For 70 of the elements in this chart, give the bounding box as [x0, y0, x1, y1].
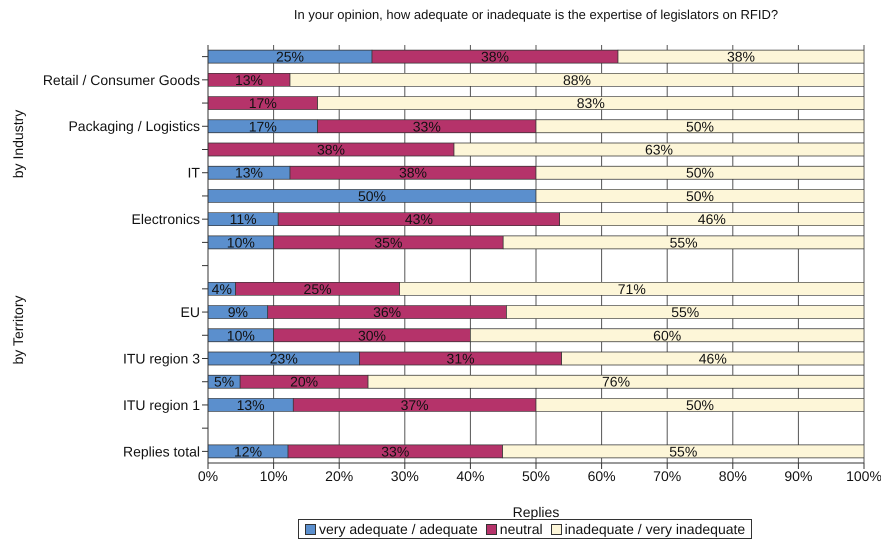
data-label: 20%	[290, 374, 318, 390]
data-label: 35%	[374, 234, 402, 250]
data-label: 88%	[562, 72, 592, 88]
data-label: 33%	[381, 443, 410, 460]
data-label: 38%	[316, 142, 346, 158]
legend-label: inadequate / very inadequate	[564, 521, 746, 537]
data-label: 38%	[398, 164, 428, 181]
data-label: 25%	[304, 280, 332, 297]
data-label: 50%	[686, 396, 714, 413]
data-label: 30%	[358, 327, 386, 344]
data-label: 25%	[276, 48, 304, 65]
data-label: 5%	[214, 374, 234, 390]
data-label: 63%	[644, 142, 674, 158]
legend-label: very adequate / adequate	[319, 521, 478, 537]
data-label: 43%	[404, 211, 433, 228]
data-label: 83%	[576, 95, 605, 112]
data-label: 60%	[653, 327, 682, 344]
data-label: 71%	[618, 280, 646, 297]
data-label: 10%	[226, 327, 255, 344]
data-label: 12%	[234, 443, 262, 460]
data-label: 46%	[698, 211, 726, 228]
x-tick-label: 90%	[784, 468, 812, 484]
data-label: 38%	[480, 48, 510, 65]
y-tick-label: Electronics	[132, 211, 200, 228]
data-label: 13%	[234, 164, 264, 181]
y-tick-label: ITU region 3	[122, 350, 200, 366]
data-label: 50%	[686, 118, 714, 134]
data-label: 9%	[228, 304, 248, 320]
x-tick-label: 80%	[718, 468, 747, 484]
data-label: 38%	[726, 48, 756, 65]
data-label: 17%	[248, 95, 277, 112]
data-label: 46%	[698, 350, 727, 366]
chart-title: In your opinion, how adequate or inadequate is the expertise of legislators on RFID?	[292, 7, 780, 24]
x-tick-label: 10%	[260, 468, 288, 484]
y-tick-label: Replies total	[122, 443, 200, 460]
data-label: 50%	[686, 188, 714, 204]
data-label: 76%	[602, 374, 630, 390]
data-label: 13%	[236, 396, 265, 413]
y-tick-label: IT	[188, 164, 200, 181]
x-tick-label: 20%	[325, 468, 354, 484]
text: by Industry	[10, 109, 26, 178]
y-tick-label: Retail / Consumer Goods	[42, 72, 200, 88]
y-tick-label: EU	[180, 304, 200, 320]
text: by Territory	[10, 295, 26, 364]
x-tick-label: 60%	[588, 468, 616, 484]
x-tick-label: 40%	[456, 468, 484, 484]
x-tick-label: 0%	[198, 468, 218, 484]
data-label: 33%	[412, 118, 441, 134]
data-label: 13%	[234, 72, 264, 88]
x-axis-title: Replies	[512, 504, 560, 520]
data-label: 50%	[686, 164, 714, 181]
data-label: 55%	[671, 304, 700, 320]
data-label: 36%	[373, 304, 402, 320]
data-label: 17%	[248, 118, 277, 134]
x-tick-label: 70%	[653, 468, 682, 484]
y-tick-label: Packaging / Logistics	[68, 118, 200, 134]
x-tick-label: 50%	[522, 468, 550, 484]
data-label: 23%	[270, 350, 298, 366]
data-label: 55%	[670, 234, 698, 250]
data-label: 37%	[400, 396, 429, 413]
data-label: 50%	[358, 188, 386, 204]
x-tick-label: 100%	[846, 468, 882, 484]
data-label: 31%	[446, 350, 475, 366]
y-tick-label: ITU region 1	[122, 396, 200, 413]
data-label: 4%	[212, 280, 232, 297]
x-tick-label: 30%	[390, 468, 419, 484]
data-label: 11%	[230, 211, 257, 228]
data-label: 10%	[226, 234, 255, 250]
legend-label: neutral	[500, 521, 543, 537]
data-label: 55%	[669, 443, 698, 460]
